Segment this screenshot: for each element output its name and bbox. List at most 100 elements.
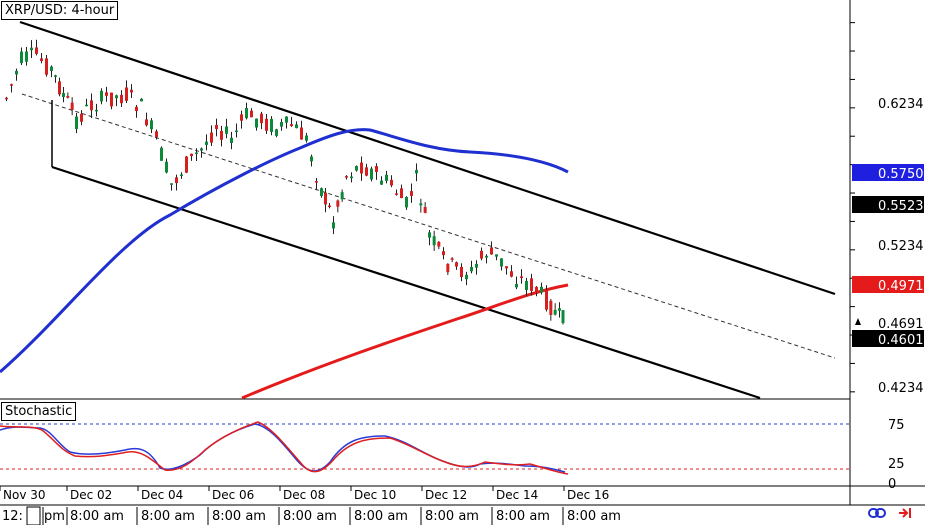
- candle-body: [35, 47, 38, 54]
- candle-body: [62, 93, 65, 98]
- candle-body: [235, 130, 238, 133]
- price-badge-value: 0.5523: [878, 199, 924, 214]
- stochastic-level-label: 25: [888, 457, 905, 472]
- price-badge-value: 0.5750: [878, 167, 924, 182]
- chart-toolbar: [858, 503, 923, 523]
- price-badge-value: 0.4601: [878, 333, 924, 348]
- time-label: 8:00 am: [425, 509, 479, 524]
- candle-body: [70, 102, 74, 110]
- time-label: 12:: [2, 509, 23, 524]
- candle-body: [225, 126, 228, 134]
- candle-body: [310, 156, 313, 162]
- candle-body: [200, 148, 203, 151]
- time-label: pm: [44, 509, 65, 524]
- candle-body: [30, 47, 33, 51]
- time-cursor-box: [26, 506, 41, 525]
- candle-body: [130, 89, 133, 93]
- candle-body: [290, 124, 293, 127]
- candle-body: [240, 114, 243, 121]
- candle-body: [515, 283, 518, 288]
- time-label: 8:00 am: [283, 509, 337, 524]
- price-label: 0.5234: [878, 239, 924, 254]
- candle-body: [549, 300, 553, 315]
- candle-body: [5, 97, 8, 100]
- link-icon[interactable]: [867, 504, 887, 522]
- candle-body: [475, 263, 478, 268]
- arrow-right-icon[interactable]: [895, 504, 915, 522]
- date-label: Dec 04: [141, 488, 183, 502]
- candle-body: [110, 92, 113, 107]
- time-label: 8:00 am: [70, 509, 124, 524]
- candle-body: [120, 94, 123, 104]
- candle-body: [355, 166, 358, 171]
- candle-body: [350, 176, 353, 179]
- candle-body: [275, 129, 278, 136]
- time-label: 8:00 am: [212, 509, 266, 524]
- candle-body: [505, 266, 508, 269]
- candle-body: [50, 66, 53, 71]
- candle-body: [105, 92, 108, 96]
- candle-body: [558, 308, 561, 311]
- main-pane-title: XRP/USD: 4-hour: [1, 1, 119, 20]
- candle-body: [332, 222, 335, 229]
- candle-body: [205, 141, 208, 145]
- candle-body: [450, 258, 454, 260]
- candle-body: [410, 191, 413, 196]
- stochastic-pane-title: Stochastic: [1, 402, 77, 421]
- candle-body: [270, 118, 273, 132]
- candle-body: [180, 174, 183, 177]
- candle-body: [155, 131, 158, 138]
- candle-body: [285, 116, 288, 123]
- channel-mid-line: [21, 93, 836, 359]
- moving-average-red: [241, 283, 569, 400]
- candle-body: [540, 286, 543, 293]
- candle-body: [95, 109, 98, 112]
- price-label: 0.6234: [878, 97, 924, 112]
- date-label: Dec 06: [212, 488, 254, 502]
- date-label: Dec 02: [70, 488, 112, 502]
- candle-body: [90, 100, 93, 111]
- candle-body: [160, 147, 163, 161]
- moving-average-blue: [0, 128, 569, 374]
- candle-body: [305, 135, 308, 141]
- candle-body: [210, 132, 213, 143]
- candle-body: [400, 188, 403, 199]
- candle-body: [66, 96, 70, 98]
- candle-body: [460, 266, 463, 278]
- candle-body: [220, 130, 223, 140]
- date-label: Nov 30: [3, 488, 46, 502]
- candle-body: [58, 81, 61, 95]
- candle-body: [190, 153, 193, 157]
- candle-body: [145, 119, 148, 126]
- price-badge: [852, 314, 924, 331]
- candle-body: [428, 232, 431, 238]
- price-badge-value: 0.4971: [878, 279, 924, 294]
- candle-body: [490, 247, 493, 255]
- channel-lower-line: [51, 165, 761, 400]
- date-label: Dec 14: [496, 488, 538, 502]
- candle-body: [375, 166, 378, 173]
- candle-body: [390, 179, 393, 186]
- stochastic-level-label: 0: [888, 477, 896, 492]
- date-label: Dec 08: [283, 488, 325, 502]
- candle-body: [140, 98, 143, 102]
- candle-body: [500, 258, 503, 267]
- candle-body: [360, 162, 363, 174]
- stochastic-level-label: 75: [888, 418, 905, 433]
- candle-body: [432, 236, 436, 246]
- price-badge: [852, 276, 924, 293]
- candle-body: [385, 174, 388, 181]
- candle-body: [195, 152, 198, 155]
- candle-body: [455, 262, 458, 267]
- date-label: Dec 10: [354, 488, 396, 502]
- date-label: Dec 16: [567, 488, 609, 502]
- channel-upper-line: [19, 20, 836, 296]
- time-label: 8:00 am: [567, 509, 621, 524]
- stochastic-k-line: [0, 423, 566, 473]
- candle-body: [328, 205, 331, 208]
- candle-body: [165, 161, 168, 173]
- candle-body: [25, 51, 28, 62]
- time-label: 8:00 am: [496, 509, 550, 524]
- price-badge: [852, 330, 924, 347]
- candle-body: [405, 196, 408, 208]
